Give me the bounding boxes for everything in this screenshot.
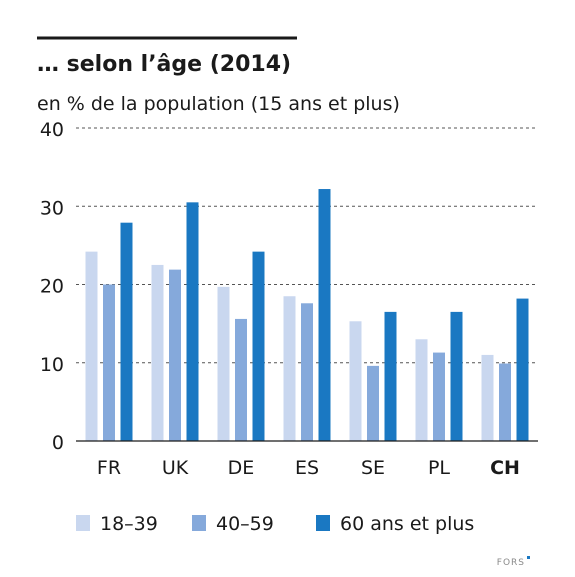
x-axis: FR UK DE ES SE PL CH xyxy=(97,457,520,479)
bar-pl-series-2 xyxy=(450,311,463,441)
bar-pl-series-1 xyxy=(433,352,445,441)
x-tick-label: DE xyxy=(228,457,255,479)
y-tick-label: 40 xyxy=(40,119,64,141)
y-tick-label: 30 xyxy=(40,197,64,219)
x-tick-label: PL xyxy=(428,457,450,479)
chart-subtitle: en % de la population (15 ans et plus) xyxy=(37,93,400,115)
legend-swatch xyxy=(192,515,206,531)
bar-fr-series-2 xyxy=(120,222,133,441)
bar-de-series-0 xyxy=(217,286,230,441)
legend-label: 60 ans et plus xyxy=(340,513,474,535)
y-tick-label: 10 xyxy=(40,354,64,376)
legend: 18–39 40–59 60 ans et plus xyxy=(76,513,474,535)
y-axis: 0 10 20 30 40 xyxy=(40,119,64,454)
bar-pl-series-0 xyxy=(415,339,428,441)
x-tick-label: ES xyxy=(295,457,319,479)
legend-label: 40–59 xyxy=(216,513,274,535)
y-tick-label: 20 xyxy=(40,276,64,298)
bar-de-series-1 xyxy=(235,318,247,441)
fors-logo: FORS xyxy=(497,556,530,568)
bar-se-series-2 xyxy=(384,311,397,441)
fors-logo-mark xyxy=(527,556,530,559)
legend-swatch xyxy=(76,515,90,531)
x-tick-label: FR xyxy=(97,457,121,479)
bar-de-series-2 xyxy=(252,251,265,441)
bar-se-series-1 xyxy=(367,365,379,441)
chart-title: … selon l’âge (2014) xyxy=(37,52,291,77)
legend-label: 18–39 xyxy=(100,513,158,535)
x-tick-label: CH xyxy=(490,457,520,479)
bar-ch-series-2 xyxy=(516,298,529,441)
bar-uk-series-1 xyxy=(169,269,181,441)
bars xyxy=(85,189,529,441)
bar-uk-series-2 xyxy=(186,202,199,441)
bar-ch-series-1 xyxy=(499,363,511,441)
bar-se-series-0 xyxy=(349,321,362,441)
x-tick-label: SE xyxy=(361,457,385,479)
bar-ch-series-0 xyxy=(481,354,494,441)
bar-es-series-1 xyxy=(301,303,313,441)
bar-es-series-2 xyxy=(318,189,331,441)
bar-fr-series-0 xyxy=(85,251,98,441)
bar-uk-series-0 xyxy=(151,264,164,441)
bar-fr-series-1 xyxy=(103,284,115,441)
legend-swatch xyxy=(316,515,330,531)
fors-logo-text: FORS xyxy=(497,558,525,568)
x-tick-label: UK xyxy=(162,457,189,479)
y-tick-label: 0 xyxy=(52,432,64,454)
bar-es-series-0 xyxy=(283,296,296,441)
